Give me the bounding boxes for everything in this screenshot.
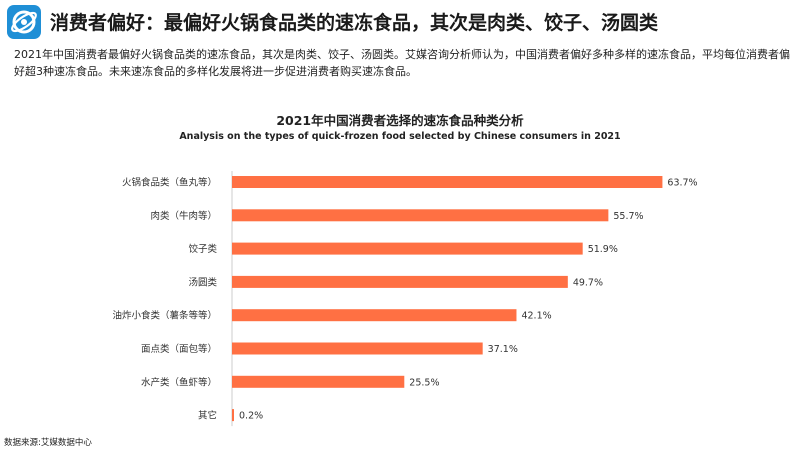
category-label: 油炸小食类（薯条等等） [112,310,217,322]
category-label: 肉类（牛肉等） [150,210,217,222]
category-label: 面点类（面包等） [141,343,217,355]
intro-paragraph: 2021年中国消费者最偏好火锅食品类的速冻食品，其次是肉类、饺子、汤圆类。艾媒咨… [14,48,790,78]
category-label: 其它 [198,410,217,422]
category-label: 饺子类 [188,243,217,255]
bar [232,309,517,322]
bar [232,275,568,288]
value-label: 0.2% [239,411,263,422]
value-label: 49.7% [573,277,603,288]
category-label: 火锅食品类（鱼丸等） [122,177,217,189]
value-label: 55.7% [613,211,643,222]
page-title: 消费者偏好：最偏好火锅食品类的速冻食品，其次是肉类、饺子、汤圆类 [50,12,659,34]
bar [232,176,663,188]
chart-subtitle: Analysis on the types of quick-frozen fo… [179,131,621,142]
value-label: 37.1% [488,344,518,355]
chart-title: 2021年中国消费者选择的速冻食品种类分析 [276,113,524,128]
bar [232,342,483,355]
bar [232,375,405,388]
value-label: 63.7% [667,178,697,189]
value-label: 42.1% [521,311,551,322]
value-label: 51.9% [588,244,618,255]
category-label: 水产类（鱼虾等） [141,376,217,388]
bar [232,242,583,255]
bar [232,209,609,222]
app-logo-icon [7,5,41,39]
value-label: 25.5% [409,377,439,388]
category-label: 汤圆类 [188,276,217,288]
data-source: 数据来源:艾媒数据中心 [4,438,92,448]
bar [232,409,234,422]
